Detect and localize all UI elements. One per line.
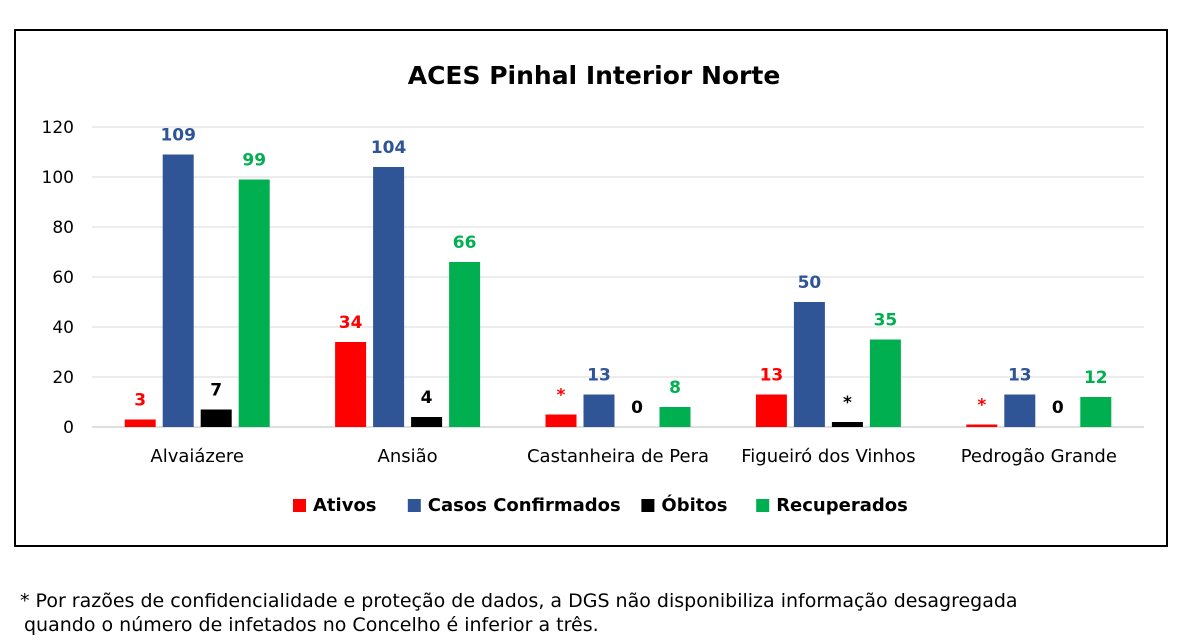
data-label: * — [843, 393, 852, 413]
bar — [238, 179, 270, 427]
bar — [411, 417, 443, 427]
legend-label: Recuperados — [776, 495, 908, 516]
y-tick-label: 40 — [52, 318, 74, 338]
data-label: * — [977, 396, 986, 416]
legend-swatch — [407, 499, 421, 512]
bar — [831, 422, 863, 427]
legend-swatch — [293, 499, 306, 512]
bar — [373, 167, 405, 427]
y-tick-label: 80 — [52, 218, 74, 238]
footnote-line-1: * Por razões de confidencialidade e prot… — [20, 590, 1018, 612]
bar-layer — [124, 154, 1112, 427]
y-tick-label: 120 — [42, 118, 74, 138]
data-label: 99 — [242, 151, 266, 171]
bar — [545, 414, 577, 427]
bar — [793, 302, 825, 427]
data-label: 35 — [874, 311, 898, 331]
bar — [335, 342, 367, 427]
bar — [449, 262, 481, 427]
data-label: 0 — [1052, 398, 1064, 418]
chart-frame: ACES Pinhal Interior Norte 3 109 7 99 34 104 4… — [14, 29, 1168, 547]
data-label: * — [557, 386, 566, 406]
data-label: 3 — [134, 391, 146, 411]
data-label: 34 — [339, 313, 363, 333]
chart-svg: ACES Pinhal Interior Norte 3 109 7 99 34 104 4… — [42, 61, 1144, 516]
data-label: 13 — [587, 366, 611, 386]
legend-label: Ativos — [313, 495, 377, 516]
bar — [755, 394, 787, 427]
legend-label: Óbitos — [661, 494, 727, 516]
data-label: 109 — [160, 126, 196, 146]
bar — [200, 409, 232, 427]
bar — [1004, 394, 1036, 427]
x-tick-label: Pedrogão Grande — [961, 446, 1117, 467]
footnote-line-2: quando o número de infetados no Concelho… — [24, 614, 599, 636]
x-tick-label: Figueiró dos Vinhos — [741, 446, 915, 467]
bar — [659, 407, 691, 427]
y-tick-label: 60 — [52, 268, 74, 288]
legend-label: Casos Confirmados — [428, 495, 621, 516]
y-tick-label: 100 — [42, 168, 74, 188]
x-tick-label: Alvaiázere — [150, 446, 244, 467]
data-label: 0 — [631, 398, 643, 418]
data-label: 13 — [1008, 366, 1032, 386]
bar — [583, 394, 615, 427]
data-label: 12 — [1084, 368, 1108, 388]
y-tick-label: 0 — [63, 418, 74, 438]
legend-swatch — [641, 499, 655, 512]
data-label: 8 — [669, 378, 681, 398]
x-tick-label: Castanheira de Pera — [527, 446, 709, 467]
label-layer: 3 109 7 99 34 104 4 66 * 13 0 8 13 50 * 35 * 13 0 12 — [134, 126, 1107, 419]
legend-swatch — [756, 499, 770, 512]
data-label: 7 — [210, 381, 222, 401]
data-label: 66 — [453, 233, 477, 253]
data-label: 4 — [421, 388, 433, 408]
legend: Ativos Casos Confirmados Óbitos Recuperados — [293, 494, 908, 516]
data-label: 104 — [371, 138, 407, 158]
y-tick-label: 20 — [52, 368, 74, 388]
bar — [869, 339, 901, 427]
bar — [162, 154, 194, 427]
chart-title: ACES Pinhal Interior Norte — [408, 61, 781, 90]
bar — [124, 419, 156, 427]
x-tick-label: Ansião — [378, 446, 438, 467]
bar — [1080, 397, 1112, 427]
data-label: 50 — [798, 273, 822, 293]
bar — [966, 424, 998, 427]
data-label: 13 — [760, 366, 784, 386]
